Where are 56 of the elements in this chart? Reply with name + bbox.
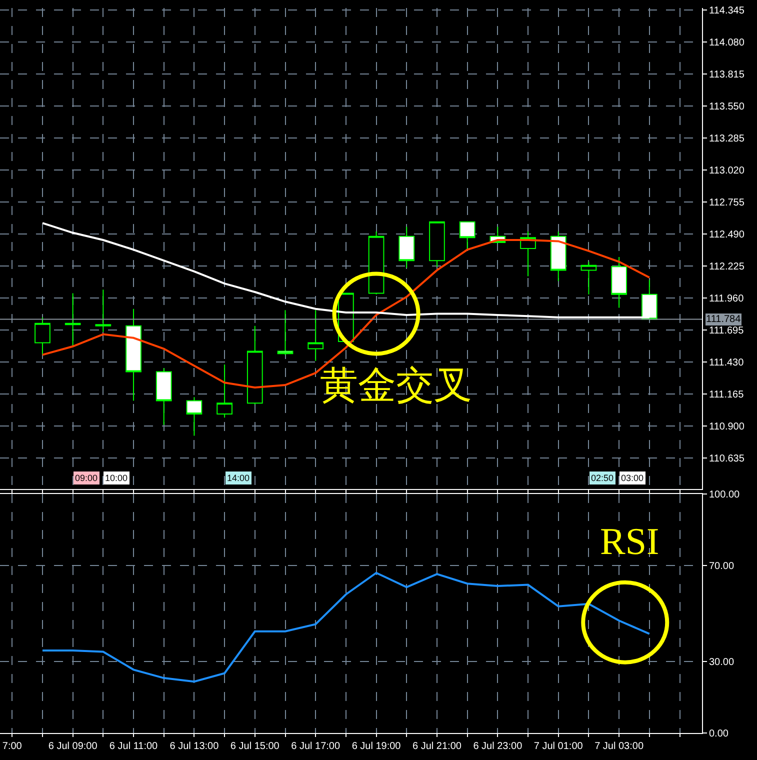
y-tick-label: 113.285 (709, 133, 745, 144)
annotation: 14:00 (227, 473, 250, 483)
candlestick (580, 261, 597, 295)
y-tick-label: 0.00 (709, 728, 729, 740)
x-tick-label: 6 Jul 21:00 (412, 741, 462, 752)
candlestick (216, 364, 232, 418)
candlestick (95, 289, 112, 332)
candlestick (34, 316, 50, 356)
candlestick (611, 256, 627, 308)
y-tick-label: 111.165 (709, 390, 744, 401)
annotation: 02:50 (591, 473, 614, 483)
x-tick-label: 7:00 (2, 741, 22, 752)
annotation: 黄金交叉 (320, 365, 472, 407)
y-tick-label: 100.00 (709, 489, 740, 500)
y-tick-label: 111.960 (709, 294, 744, 305)
x-tick-label: 6 Jul 23:00 (473, 741, 523, 752)
candlestick (429, 221, 445, 268)
y-tick-label: 111.430 (709, 358, 744, 369)
candlestick (277, 310, 294, 356)
y-tick-label: 113.020 (709, 165, 745, 176)
candlestick (308, 310, 324, 362)
x-tick-label: 6 Jul 13:00 (170, 741, 220, 752)
annotation: 09:00 (75, 473, 98, 483)
y-tick-label: 110.900 (709, 422, 745, 433)
candlestick (156, 368, 172, 426)
annotation: 10:00 (105, 473, 128, 483)
y-tick-label: 113.550 (709, 101, 745, 112)
x-tick-label: 6 Jul 11:00 (109, 741, 158, 752)
line-series (41, 572, 650, 683)
x-tick-label: 6 Jul 19:00 (352, 741, 402, 752)
x-tick-label: 6 Jul 17:00 (291, 741, 340, 752)
y-tick-label: 70.00 (709, 561, 734, 572)
annotation: RSI (600, 521, 660, 563)
y-tick-label: 111.695 (709, 326, 744, 337)
candlestick (246, 325, 263, 405)
candlestick (126, 308, 142, 402)
x-tick-label: 7 Jul 01:00 (534, 741, 584, 752)
y-tick-label: 30.00 (709, 656, 734, 668)
x-tick-label: 6 Jul 09:00 (48, 741, 98, 752)
candlestick (550, 231, 566, 282)
candlestick (186, 396, 202, 436)
y-tick-label: 113.815 (709, 69, 745, 80)
candlestick (64, 292, 81, 347)
y-tick-label: 112.225 (709, 262, 745, 273)
ref-line-label: 111.784 (706, 314, 742, 325)
x-tick-label: 7 Jul 03:00 (594, 741, 644, 752)
y-tick-label: 112.755 (709, 197, 745, 208)
candlestick (398, 226, 415, 268)
y-tick-label: 114.080 (709, 37, 745, 48)
y-tick-label: 114.345 (709, 5, 745, 16)
candlestick (459, 221, 476, 250)
y-tick-label: 112.490 (709, 229, 745, 240)
candlestick (368, 231, 384, 295)
x-tick-label: 6 Jul 15:00 (230, 741, 280, 752)
y-tick-label: 110.635 (709, 454, 745, 465)
annotation: 03:00 (621, 473, 644, 483)
